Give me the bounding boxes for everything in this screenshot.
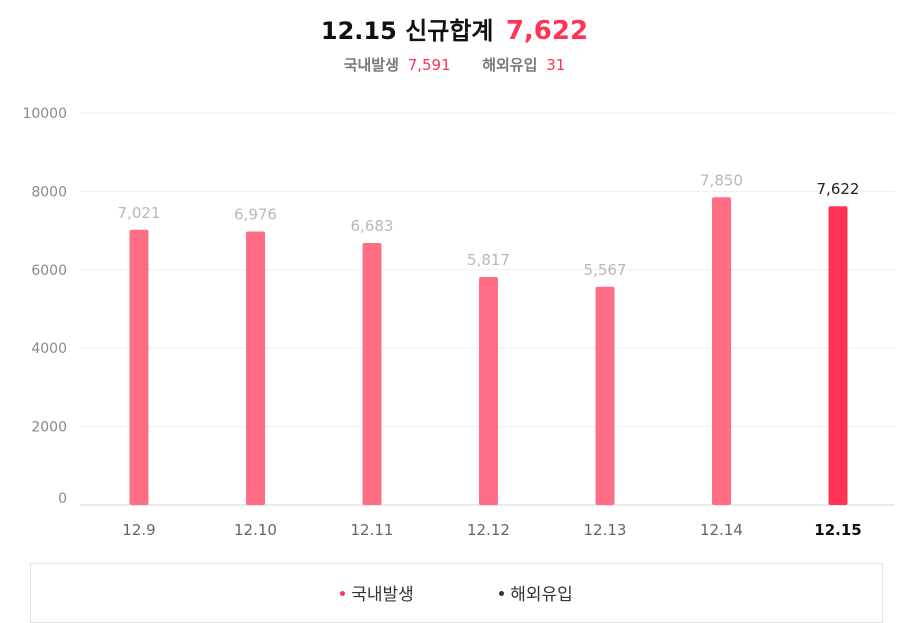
bar bbox=[246, 231, 265, 505]
bar bbox=[828, 206, 848, 506]
y-tick-label: 10000 bbox=[22, 106, 67, 122]
chart-title: 12.15 신규합계 7,622 bbox=[0, 12, 909, 50]
chart-header: 12.15 신규합계 7,622 국내발생 7,591 해외유입 31 bbox=[0, 12, 909, 78]
total-count: 7,622 bbox=[505, 16, 589, 46]
domestic-value: 7,591 bbox=[407, 56, 451, 74]
domestic-label: 국내발생 bbox=[343, 56, 399, 74]
legend-item-domestic[interactable]: 국내발생 bbox=[340, 580, 414, 605]
bar-value-label: 7,021 bbox=[118, 204, 161, 222]
bar bbox=[129, 229, 149, 505]
bar-value-label: 7,622 bbox=[817, 180, 860, 198]
y-tick-label: 4000 bbox=[31, 341, 67, 357]
x-tick-label: 12.14 bbox=[700, 521, 743, 539]
x-tick-label: 12.13 bbox=[584, 521, 627, 539]
x-tick-label: 12.10 bbox=[234, 521, 277, 539]
legend-label: 해외유입 bbox=[510, 585, 573, 605]
legend-item-overseas[interactable]: 해외유입 bbox=[499, 580, 573, 605]
bar-chart: 0 2000 4000 6000 8000 10000 7,021 12.9 6,976 12.1… bbox=[22, 106, 895, 539]
bar bbox=[362, 243, 382, 505]
bar bbox=[595, 286, 615, 505]
bar-value-label: 7,850 bbox=[700, 171, 743, 189]
y-tick-label: 8000 bbox=[31, 184, 67, 200]
bar bbox=[712, 197, 731, 505]
breakdown-line: 국내발생 7,591 해외유입 31 bbox=[0, 52, 909, 78]
bar-value-label: 6,683 bbox=[351, 217, 394, 235]
title-date-label: 12.15 신규합계 bbox=[320, 17, 494, 45]
bar-value-label: 6,976 bbox=[234, 206, 277, 224]
x-tick-label: 12.11 bbox=[351, 521, 394, 539]
legend-dot-icon bbox=[340, 590, 346, 596]
bar-value-label: 5,567 bbox=[584, 261, 627, 279]
bar-value-label: 5,817 bbox=[467, 251, 510, 269]
x-tick-label: 12.9 bbox=[122, 521, 155, 539]
x-tick-label: 12.15 bbox=[814, 521, 861, 539]
y-tick-label: 2000 bbox=[31, 420, 67, 436]
bar bbox=[479, 276, 498, 505]
y-tick-label: 0 bbox=[58, 491, 67, 507]
overseas-value: 31 bbox=[546, 56, 566, 74]
x-tick-label: 12.12 bbox=[467, 521, 510, 539]
y-tick-label: 6000 bbox=[31, 263, 67, 279]
legend-dot-icon bbox=[499, 590, 505, 596]
chart-legend: 국내발생 해외유입 bbox=[30, 563, 883, 623]
legend-label: 국내발생 bbox=[351, 585, 414, 605]
overseas-label: 해외유입 bbox=[482, 56, 538, 74]
